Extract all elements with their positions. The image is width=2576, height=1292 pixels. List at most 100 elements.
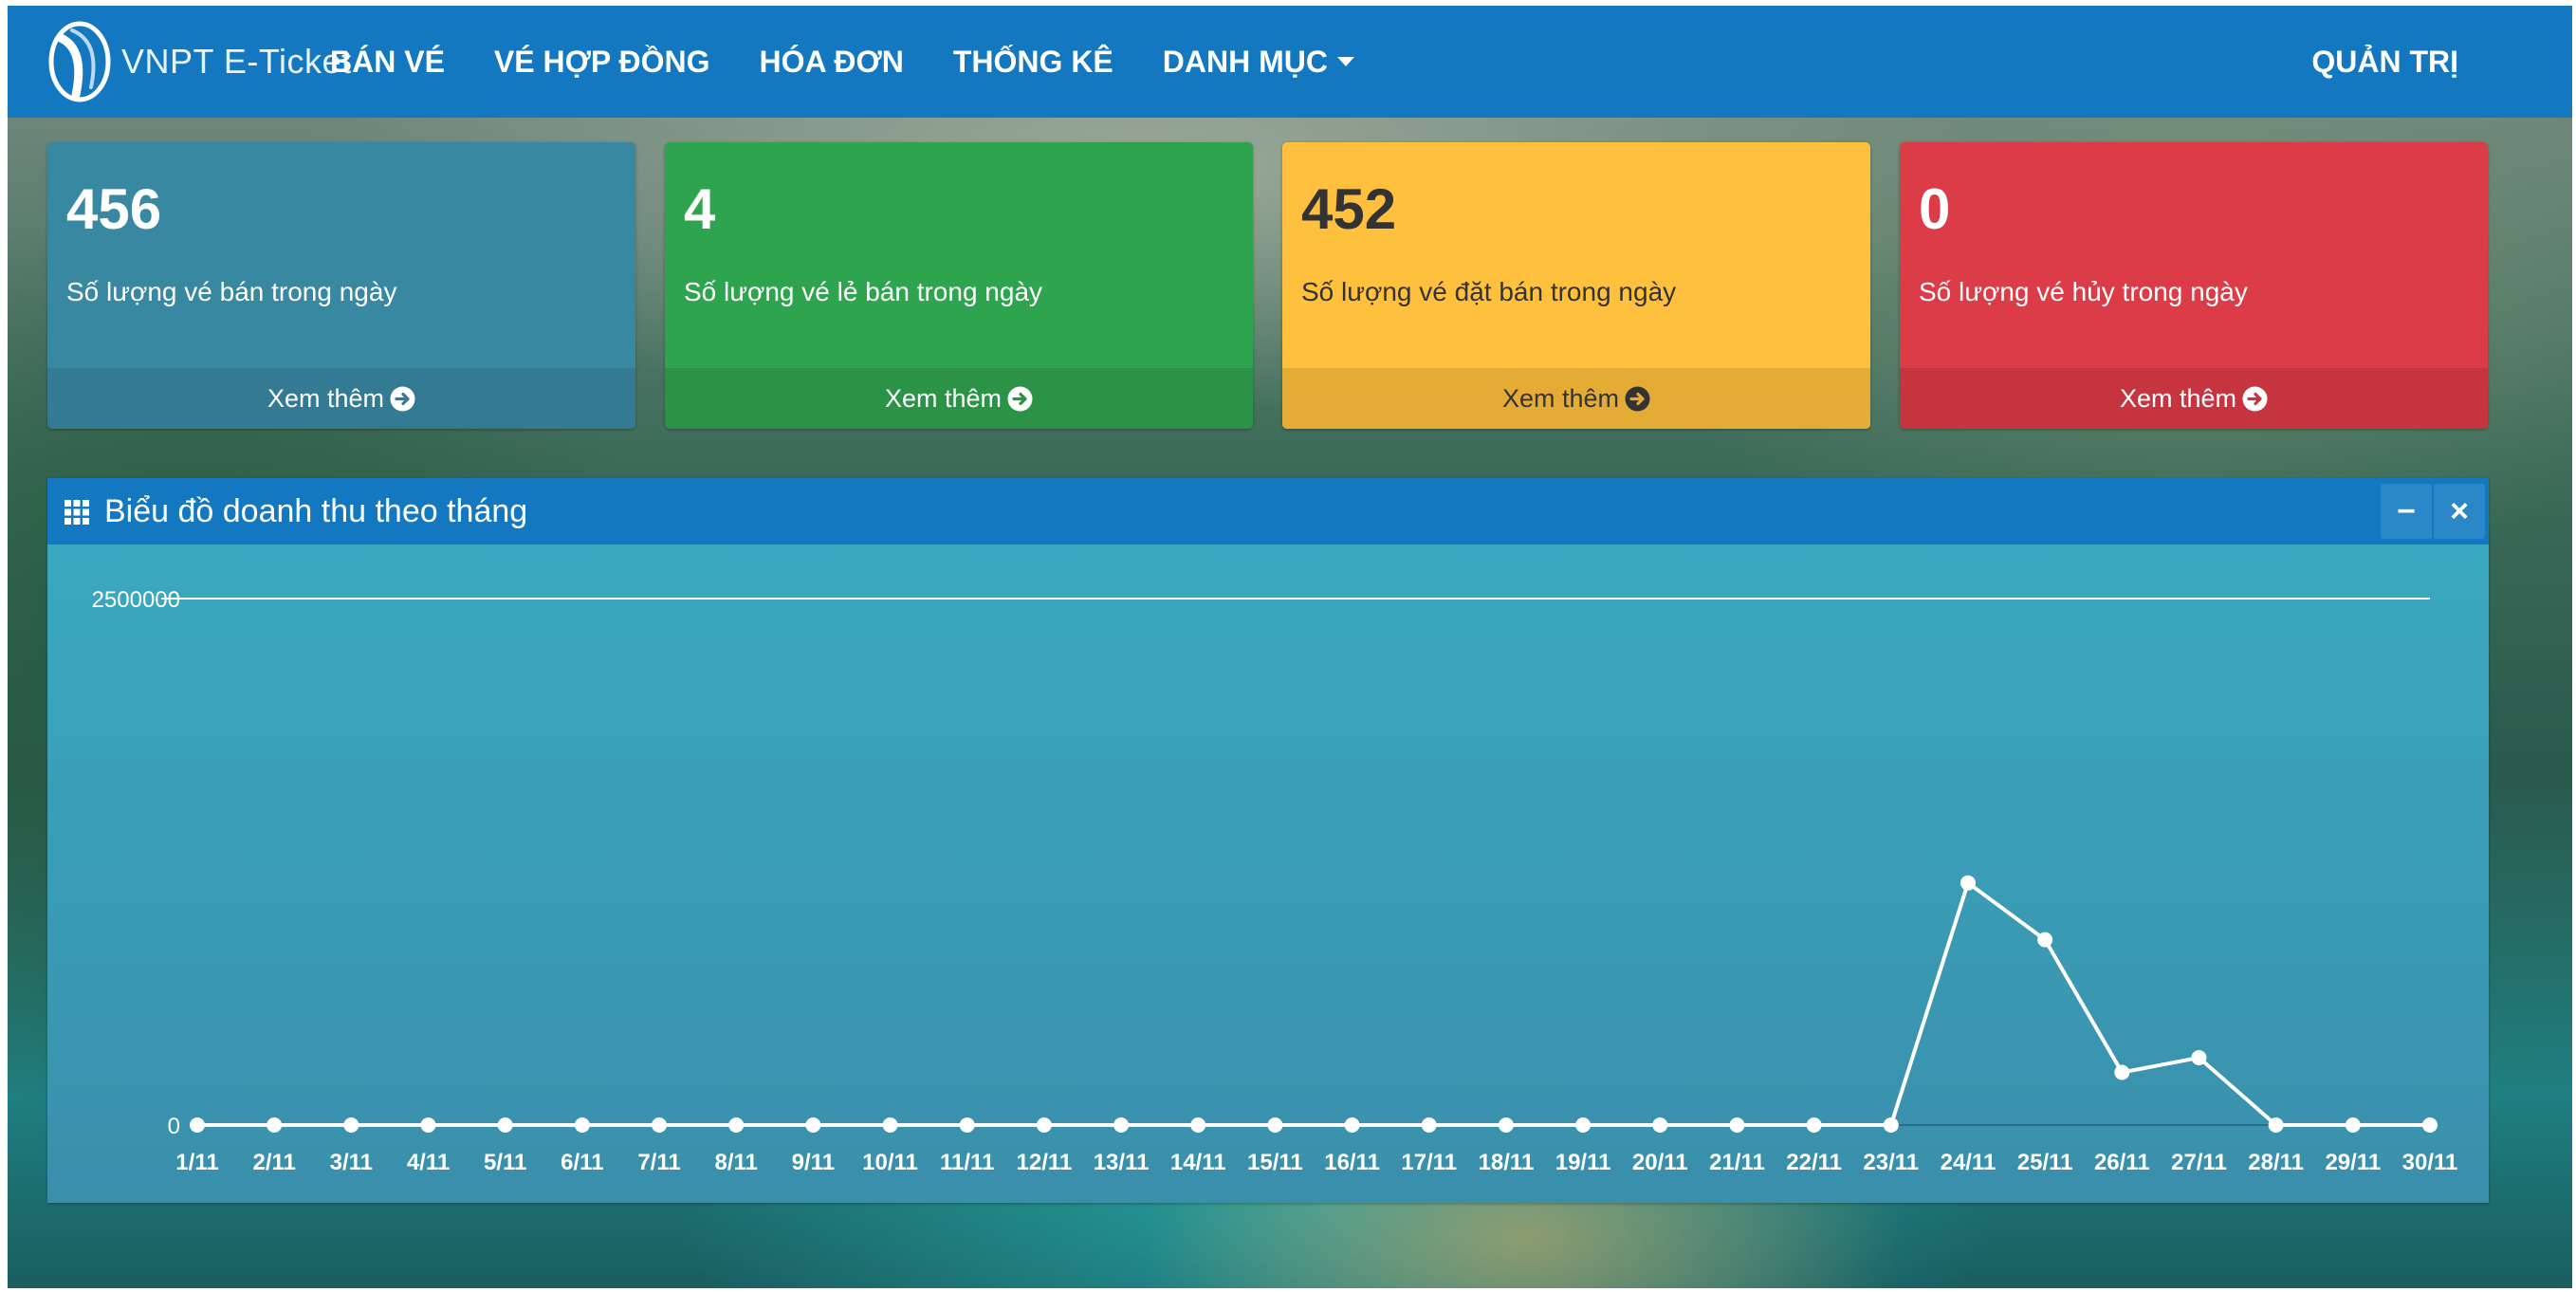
x-tick-label: 11/11 — [940, 1150, 994, 1175]
x-tick-label: 12/11 — [1017, 1150, 1073, 1175]
grid-icon — [64, 500, 89, 525]
x-tick-label: 29/11 — [2325, 1150, 2381, 1175]
data-point — [267, 1117, 283, 1133]
brand-name: VNPT E-Ticket — [121, 42, 352, 81]
stat-card-booked-tickets: 452 Số lượng vé đặt bán trong ngày Xem t… — [1282, 142, 1870, 429]
more-info-link[interactable]: Xem thêm — [665, 368, 1253, 429]
y-tick-label: 0 — [168, 1114, 180, 1139]
nav-item-label: DANH MỤC — [1162, 44, 1328, 79]
data-point — [728, 1117, 745, 1133]
x-tick-label: 5/11 — [484, 1150, 526, 1175]
x-tick-label: 2/11 — [252, 1150, 295, 1175]
x-tick-label: 22/11 — [1786, 1150, 1842, 1175]
data-point — [574, 1117, 590, 1133]
data-point — [343, 1117, 359, 1133]
data-point — [2345, 1117, 2361, 1133]
brand[interactable]: VNPT E-Ticket — [47, 21, 352, 102]
caret-down-icon — [1336, 57, 1354, 66]
nav-item-label: VÉ HỢP ĐỒNG — [493, 44, 710, 79]
x-tick-label: 10/11 — [862, 1150, 918, 1175]
arrow-circle-right-icon — [1625, 386, 1650, 412]
stat-card-tickets-sold: 456 Số lượng vé bán trong ngày Xem thêm — [47, 142, 635, 429]
series-line — [197, 880, 2430, 1127]
data-point — [1575, 1117, 1592, 1133]
x-tick-label: 8/11 — [715, 1150, 758, 1175]
data-point — [1960, 875, 1976, 891]
data-point — [1267, 1117, 1283, 1133]
more-info-label: Xem thêm — [267, 383, 385, 413]
x-tick-label: 15/11 — [1247, 1150, 1303, 1175]
data-point — [420, 1117, 436, 1133]
x-tick-label: 19/11 — [1555, 1150, 1611, 1175]
nav-item-label: HÓA ĐƠN — [759, 44, 904, 79]
data-point — [882, 1117, 898, 1133]
stat-label: Số lượng vé lẻ bán trong ngày — [684, 277, 1043, 306]
more-info-link[interactable]: Xem thêm — [1282, 368, 1870, 429]
arrow-circle-right-icon — [390, 386, 415, 412]
x-tick-label: 6/11 — [561, 1150, 603, 1175]
data-point — [1652, 1117, 1668, 1133]
data-point — [1498, 1117, 1514, 1133]
nav-item-quan-tri[interactable]: QUẢN TRỊ — [2311, 6, 2458, 118]
data-point — [1729, 1117, 1745, 1133]
x-tick-label: 23/11 — [1863, 1150, 1919, 1175]
revenue-line-chart: 2500000 0 1/11 2/11 3/11 4/11 5/11 6/11 7/11 8/11… — [92, 587, 2458, 1175]
x-tick-label: 7/11 — [637, 1150, 680, 1175]
close-button[interactable]: × — [2434, 484, 2485, 539]
stat-label: Số lượng vé bán trong ngày — [66, 277, 397, 306]
data-point — [1421, 1117, 1437, 1133]
data-point — [2191, 1049, 2207, 1065]
more-info-label: Xem thêm — [2119, 383, 2237, 413]
stat-number: 0 — [1919, 177, 1951, 241]
data-point — [1113, 1117, 1130, 1133]
x-tick-label: 14/11 — [1170, 1150, 1226, 1175]
data-point — [2422, 1117, 2438, 1133]
nav-item-danh-muc-dropdown[interactable]: DANH MỤC — [1163, 45, 1354, 80]
more-info-label: Xem thêm — [1501, 383, 1620, 413]
revenue-chart-panel: Biểu đồ doanh thu theo tháng − × 2500000… — [47, 478, 2489, 1203]
more-info-label: Xem thêm — [884, 383, 1003, 413]
chart-area: 2500000 0 1/11 2/11 3/11 4/11 5/11 6/11 7/11 8/11… — [47, 544, 2489, 1203]
panel-header: Biểu đồ doanh thu theo tháng − × — [47, 478, 2489, 544]
x-tick-label: 28/11 — [2248, 1150, 2304, 1175]
nav-item-label: BÁN VÉ — [330, 44, 445, 79]
more-info-link[interactable]: Xem thêm — [1900, 368, 2488, 429]
data-point — [1883, 1117, 1899, 1133]
x-tick-label: 18/11 — [1479, 1150, 1535, 1175]
x-tick-label: 26/11 — [2094, 1150, 2150, 1175]
data-point — [1190, 1117, 1206, 1133]
more-info-link[interactable]: Xem thêm — [47, 368, 635, 429]
data-point — [2114, 1064, 2130, 1080]
panel-title: Biểu đồ doanh thu theo tháng — [104, 492, 528, 529]
nav-item-ve-hop-dong[interactable]: VÉ HỢP ĐỒNG — [494, 45, 710, 80]
x-tick-label: 13/11 — [1094, 1150, 1150, 1175]
x-tick-label: 4/11 — [407, 1150, 450, 1175]
stat-number: 452 — [1301, 177, 1397, 241]
x-tick-label: 1/11 — [175, 1150, 218, 1175]
stat-label: Số lượng vé đặt bán trong ngày — [1301, 277, 1677, 306]
nav-item-thong-ke[interactable]: THỐNG KÊ — [953, 45, 1113, 80]
x-tick-label: 3/11 — [330, 1150, 373, 1175]
navbar: VNPT E-Ticket BÁN VÉ VÉ HỢP ĐỒNG HÓA ĐƠN… — [8, 6, 2572, 118]
stat-card-cancelled-tickets: 0 Số lượng vé hủy trong ngày Xem thêm — [1900, 142, 2488, 429]
arrow-circle-right-icon — [2242, 386, 2268, 412]
data-point — [1806, 1117, 1822, 1133]
stat-label: Số lượng vé hủy trong ngày — [1919, 277, 2248, 306]
vnpt-logo-icon — [48, 21, 111, 102]
x-tick-label: 16/11 — [1324, 1150, 1380, 1175]
x-tick-label: 20/11 — [1632, 1150, 1688, 1175]
x-tick-label: 17/11 — [1401, 1150, 1457, 1175]
data-point — [2268, 1117, 2284, 1133]
minimize-button[interactable]: − — [2381, 484, 2432, 539]
data-point — [652, 1117, 668, 1133]
x-tick-label: 9/11 — [792, 1150, 835, 1175]
x-tick-label: 21/11 — [1709, 1150, 1765, 1175]
x-tick-label: 27/11 — [2171, 1150, 2227, 1175]
app-frame: VNPT E-Ticket BÁN VÉ VÉ HỢP ĐỒNG HÓA ĐƠN… — [8, 6, 2572, 1288]
data-point — [1344, 1117, 1360, 1133]
arrow-circle-right-icon — [1007, 386, 1033, 412]
nav-item-hoa-don[interactable]: HÓA ĐƠN — [760, 45, 904, 80]
x-tick-label: 30/11 — [2402, 1150, 2458, 1175]
nav-item-label: QUẢN TRỊ — [2311, 44, 2458, 79]
nav-item-ban-ve[interactable]: BÁN VÉ — [330, 45, 445, 80]
